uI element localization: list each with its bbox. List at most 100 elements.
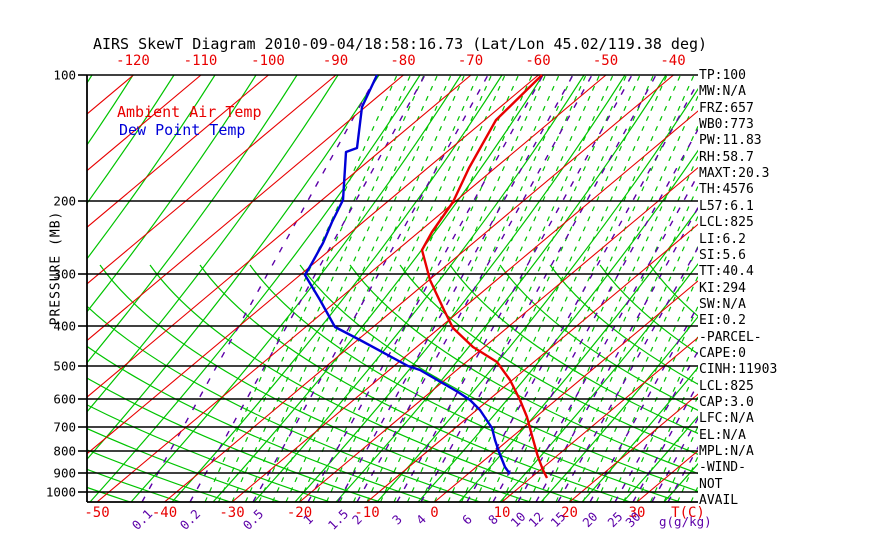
bottom-temp-tick-30: 30 <box>628 505 646 521</box>
adiabat-curve-line <box>299 264 698 492</box>
moist-adiabat-dashed-line <box>609 304 698 502</box>
mixing-ratio-dashed-line <box>517 173 698 502</box>
dry-adiabat-line <box>294 75 626 502</box>
top-temp-tick--40: -40 <box>660 53 686 69</box>
bottom-temp-tick--50: -50 <box>84 505 110 521</box>
adiabat-curve-line <box>149 264 581 502</box>
dry-adiabat-line <box>171 75 503 502</box>
moist-adiabat-dashed-line <box>325 75 520 502</box>
dry-adiabat-line <box>87 75 298 364</box>
adiabat-curve-line <box>249 264 681 502</box>
stat-avail: AVAIL <box>699 493 739 509</box>
mixing-ratio-dashed-line <box>535 206 698 502</box>
moist-adiabat-dashed-line <box>568 214 698 502</box>
dry-adiabat-line <box>0 75 51 502</box>
mixing-ratio-dashed-line <box>420 75 657 502</box>
top-temp-tick--70: -70 <box>457 53 484 69</box>
dry-adiabat-line <box>581 366 698 502</box>
stat-maxt: MAXT:20.3 <box>699 166 770 182</box>
stat-l57: L57:6.1 <box>699 198 754 214</box>
stat-wb0: WB0:773 <box>699 117 754 133</box>
top-temp-tick--100: -100 <box>251 53 285 69</box>
stat-ei: EI:0.2 <box>699 313 746 329</box>
mixing-ratio-dashed-line <box>396 75 633 502</box>
page-title: AIRS SkewT Diagram 2010-09-04/18:58:16.7… <box>92 35 708 53</box>
isotherm-line <box>87 75 134 115</box>
mixing-ratio-unit-label: g(g/kg) <box>659 514 712 529</box>
stat-wind: -WIND- <box>699 460 746 476</box>
moist-adiabat-dashed-line <box>420 75 614 502</box>
stat-parcel: -PARCEL- <box>699 329 762 345</box>
dry-adiabat-line <box>89 75 421 502</box>
top-temp-tick--110: -110 <box>183 53 218 69</box>
stat-tt: TT:40.4 <box>699 264 754 280</box>
adiabat-curve-line <box>87 468 181 502</box>
dry-adiabat-line <box>746 75 870 502</box>
isotherm-line <box>164 75 674 502</box>
isotherm-line <box>87 75 472 398</box>
dry-adiabat-line <box>212 75 544 502</box>
temp-unit-label: T(C) <box>671 505 705 521</box>
pressure-tick-500: 500 <box>53 358 76 374</box>
moist-adiabat-dashed-line <box>231 75 425 502</box>
isotherm-line <box>87 75 539 455</box>
pressure-tick-900: 900 <box>53 465 76 481</box>
stat-ki: KI:294 <box>699 280 746 296</box>
stat-cinh: CINH:11903 <box>699 362 778 378</box>
mixing-ratio-dashed-line <box>466 80 698 502</box>
moist-adiabat-dashed-line <box>555 184 698 502</box>
stat-frz: FRZ:657 <box>699 100 754 116</box>
moist-adiabat-dashed-line <box>514 94 698 502</box>
moist-adiabat-dashed-line <box>501 75 695 502</box>
adiabat-curve-line <box>599 264 698 355</box>
pressure-tick-800: 800 <box>53 443 76 459</box>
adiabat-curve-line <box>399 264 698 455</box>
bottom-temp-tick--20: -20 <box>286 505 313 521</box>
top-temp-tick--120: -120 <box>116 53 150 69</box>
stat-rh: RH:58.7 <box>699 149 754 165</box>
mixing-ratio-dashed-line <box>557 246 698 502</box>
isotherm-line <box>87 75 202 172</box>
moist-adiabat-dashed-line <box>433 75 628 502</box>
stat-mw: MW:N/A <box>699 84 746 100</box>
bottom-temp-tick-0: 0 <box>430 505 439 521</box>
mixing-ratio-dashed-line <box>141 75 378 502</box>
dry-adiabat-line <box>87 75 339 413</box>
dew-point-curve <box>303 74 511 475</box>
isotherm-line <box>87 75 269 228</box>
moist-adiabat-dashed-line <box>312 75 506 502</box>
dry-adiabat-line <box>663 462 698 502</box>
moist-adiabat-dashed-line <box>366 75 560 502</box>
pressure-tick-200: 200 <box>53 193 76 209</box>
dry-adiabat-line <box>335 75 667 502</box>
adiabat-curve-line <box>87 449 231 502</box>
top-temp-tick--80: -80 <box>390 53 416 69</box>
moist-adiabat-dashed-line <box>474 75 668 502</box>
dry-adiabat-line <box>87 75 216 260</box>
moist-adiabat-dashed-line <box>636 364 698 502</box>
moist-adiabat-dashed-line <box>582 244 698 502</box>
bottom-temp-tick-20: 20 <box>561 505 578 521</box>
pressure-tick-600: 600 <box>53 391 76 407</box>
stat-sw: SW:N/A <box>699 296 746 312</box>
mixing-ratio-dashed-line <box>307 75 544 502</box>
moist-adiabat-dashed-line <box>622 334 698 502</box>
adiabat-curve-line <box>449 264 698 435</box>
moist-adiabat-dashed-line <box>447 75 641 502</box>
adiabat-curve-line <box>87 427 281 502</box>
stat-li: LI:6.2 <box>699 231 746 247</box>
dry-adiabat-line <box>0 75 10 502</box>
stat-cape: CAPE:0 <box>699 345 746 361</box>
isotherm-line <box>96 75 607 502</box>
dry-adiabat-line <box>87 75 257 313</box>
adiabat-curve-line <box>199 264 631 502</box>
grid-lines <box>0 75 870 502</box>
dry-adiabat-line <box>253 75 585 502</box>
moist-adiabat-dashed-line <box>244 75 439 502</box>
isotherm-line <box>434 280 698 502</box>
moist-adiabat-dashed-line <box>339 75 533 502</box>
moist-adiabat-dashed-line <box>393 75 587 502</box>
adiabat-curve-line <box>87 404 331 502</box>
adiabat-curve-line <box>649 264 698 317</box>
